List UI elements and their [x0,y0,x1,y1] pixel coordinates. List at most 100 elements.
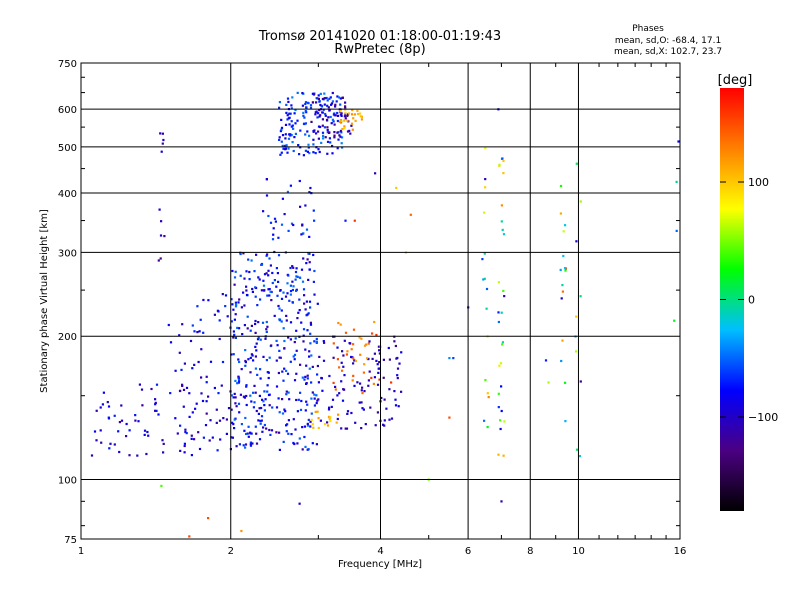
data-point [273,314,276,317]
grid-lines [81,63,680,539]
data-point [341,350,344,353]
data-point [285,430,288,433]
data-point [334,105,337,108]
data-point [222,417,225,420]
data-point [324,112,327,116]
data-point [128,429,131,432]
data-point [579,295,582,298]
data-point [249,371,252,374]
data-point [343,127,346,130]
data-point [295,267,298,270]
data-point [243,396,246,399]
data-point [178,351,181,354]
data-point [230,298,233,301]
data-point [180,368,183,371]
data-point [278,431,281,434]
data-point [300,268,304,271]
data-point [154,409,157,412]
data-point [176,432,179,435]
data-point [299,129,302,132]
y-axis-label: Stationary phase Virtual Height [km] [39,209,50,393]
data-point [230,353,233,356]
data-point [250,432,253,435]
data-point [209,360,213,363]
data-point [200,392,203,395]
data-point [372,382,375,385]
data-point [330,405,333,408]
data-point [178,389,182,393]
data-point [294,428,297,431]
data-point [309,186,312,190]
data-point [309,321,312,324]
data-point [179,424,182,427]
data-point [296,91,299,94]
data-point [304,110,307,113]
data-point [358,401,361,404]
data-point [315,337,318,341]
data-point [138,383,141,386]
data-point [352,357,355,360]
data-point [564,420,567,423]
data-point [190,437,193,440]
data-point [400,351,403,354]
data-point [258,278,261,281]
data-point [356,381,359,384]
data-point [280,151,283,154]
data-point [182,388,186,391]
data-point [211,436,214,439]
data-point [233,283,236,286]
data-point [373,352,376,355]
data-point [287,229,290,232]
data-point [253,401,256,404]
data-point [312,253,315,257]
data-point [339,129,342,132]
data-point [95,439,98,442]
data-point [245,432,248,436]
data-point [255,349,258,352]
data-point [265,178,268,181]
data-point [279,289,282,292]
data-point [298,179,301,183]
data-point [561,290,564,293]
data-point [306,377,309,380]
data-point [287,137,291,140]
data-point [369,406,372,409]
data-point [244,416,247,420]
data-point [287,117,290,120]
data-point [378,352,381,355]
data-point [310,354,313,357]
data-point [320,376,323,380]
data-point [313,269,316,273]
data-point [271,281,274,285]
data-point [328,374,331,378]
data-point [207,395,210,398]
data-point [321,97,324,101]
data-point [234,305,238,308]
data-point [353,219,356,222]
data-point [306,313,309,316]
data-point [290,104,293,107]
data-point [371,332,374,335]
phase-legend-title: Phases [632,24,664,34]
data-point [269,290,272,293]
data-point [265,328,268,331]
data-point [313,293,316,296]
data-point [306,130,309,133]
data-point [366,357,369,360]
data-point [297,398,300,401]
data-point [134,419,137,422]
data-point [303,425,307,428]
data-point [390,417,394,420]
data-point [376,383,380,386]
data-point [287,419,290,422]
data-point [251,287,254,291]
data-point [278,319,282,322]
data-point [344,105,347,108]
data-point [349,132,352,135]
data-point [303,378,306,381]
data-point [575,162,578,165]
data-point [301,448,304,451]
data-point [349,342,352,345]
data-point [301,224,304,227]
data-point [263,404,266,407]
